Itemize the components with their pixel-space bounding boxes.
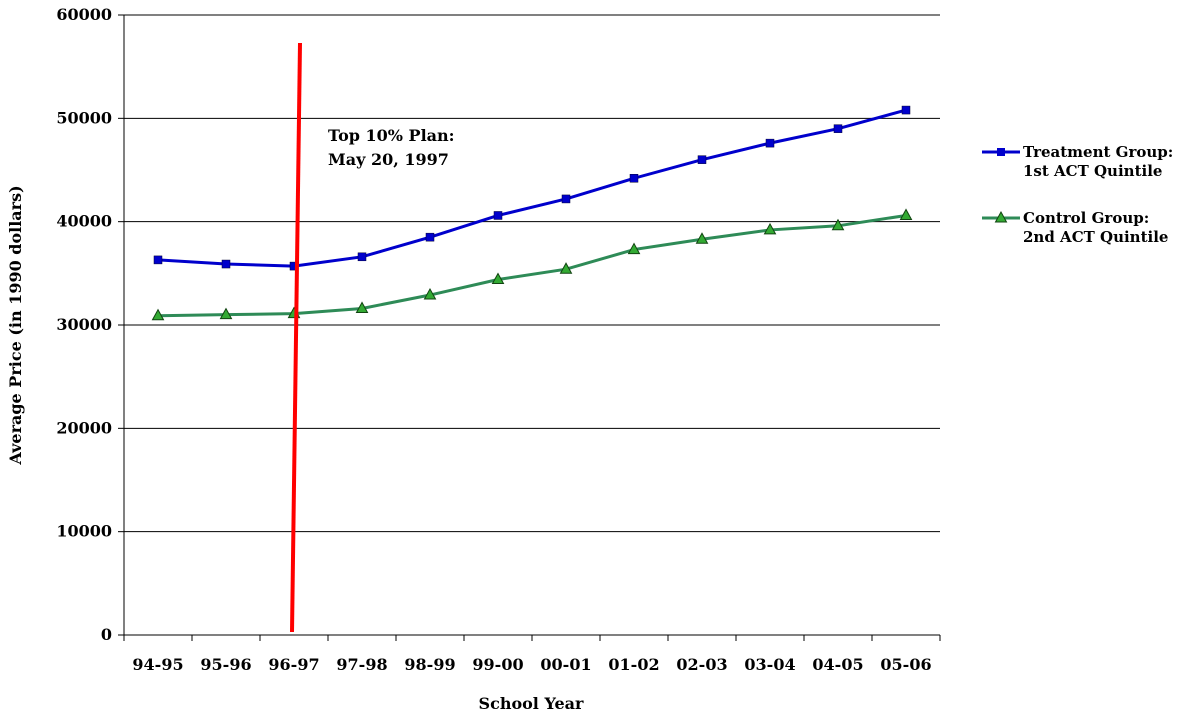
x-tick-label: 95-96 xyxy=(200,655,251,674)
x-tick-label: 96-97 xyxy=(268,655,319,674)
annotation-text: Top 10% Plan: xyxy=(328,126,455,145)
legend-label: Treatment Group: xyxy=(1023,143,1173,161)
data-point xyxy=(423,287,437,300)
data-point xyxy=(221,259,231,269)
y-tick-label: 40000 xyxy=(56,212,112,231)
legend-marker xyxy=(994,210,1008,223)
legend-item-1: Treatment Group:1st ACT Quintile xyxy=(982,143,1173,180)
policy-annotation: Top 10% Plan: May 20, 1997 xyxy=(290,42,455,633)
policy-date-line xyxy=(290,42,302,633)
x-tick-label: 01-02 xyxy=(608,655,659,674)
x-tick-label: 97-98 xyxy=(336,655,387,674)
legend-label: 1st ACT Quintile xyxy=(1023,162,1162,180)
y-tick-labels: 0 10000 20000 30000 40000 50000 60000 xyxy=(56,5,112,644)
series-line xyxy=(157,213,907,318)
x-tick-label: 03-04 xyxy=(744,655,795,674)
data-point xyxy=(355,301,369,313)
data-point xyxy=(899,208,913,220)
series-1 xyxy=(153,105,911,271)
legend-marker xyxy=(997,148,1005,156)
data-point xyxy=(559,262,573,274)
y-tick-label: 30000 xyxy=(56,315,112,334)
data-point xyxy=(765,138,775,148)
annotation-text: May 20, 1997 xyxy=(328,150,449,169)
data-point xyxy=(151,308,165,321)
x-tick-label: 02-03 xyxy=(676,655,727,674)
legend: Treatment Group:1st ACT Quintile Control … xyxy=(982,143,1173,246)
x-axis-title: School Year xyxy=(479,694,585,713)
data-point xyxy=(695,232,709,244)
x-tick-label: 00-01 xyxy=(540,655,591,674)
data-point xyxy=(627,242,641,255)
data-point xyxy=(425,232,435,242)
x-tick-label: 94-95 xyxy=(132,655,183,674)
x-tick-label: 99-00 xyxy=(472,655,523,674)
series-line xyxy=(157,108,907,268)
gridlines xyxy=(124,14,940,533)
data-point xyxy=(833,124,843,133)
x-tick-labels: 94-95 95-96 96-97 97-98 98-99 99-00 00-01 01-02… xyxy=(132,655,931,674)
y-axis-title: Average Price (in 1990 dollars) xyxy=(6,185,25,465)
data-point xyxy=(629,174,639,183)
data-point xyxy=(219,307,233,320)
data-point xyxy=(763,222,777,235)
x-tick-label: 04-05 xyxy=(812,655,863,674)
data-point xyxy=(491,272,505,285)
legend-label: 2nd ACT Quintile xyxy=(1023,228,1168,246)
y-tick-label: 20000 xyxy=(56,418,112,437)
y-tick-label: 60000 xyxy=(56,5,112,24)
series-2 xyxy=(151,208,913,321)
data-point xyxy=(901,105,911,115)
data-point xyxy=(697,155,707,164)
legend-label: Control Group: xyxy=(1023,209,1149,227)
y-tick-label: 10000 xyxy=(56,522,112,541)
y-tick-label: 50000 xyxy=(56,108,112,127)
legend-item-2: Control Group:2nd ACT Quintile xyxy=(982,209,1168,246)
data-point xyxy=(493,211,503,220)
data-point xyxy=(831,218,845,231)
y-tick-label: 0 xyxy=(101,625,112,644)
axes xyxy=(118,14,941,641)
x-tick-label: 98-99 xyxy=(404,655,455,674)
data-point xyxy=(561,194,571,204)
x-tick-label: 05-06 xyxy=(880,655,931,674)
data-point xyxy=(357,252,367,262)
series-group xyxy=(151,105,913,321)
data-point xyxy=(153,255,163,265)
